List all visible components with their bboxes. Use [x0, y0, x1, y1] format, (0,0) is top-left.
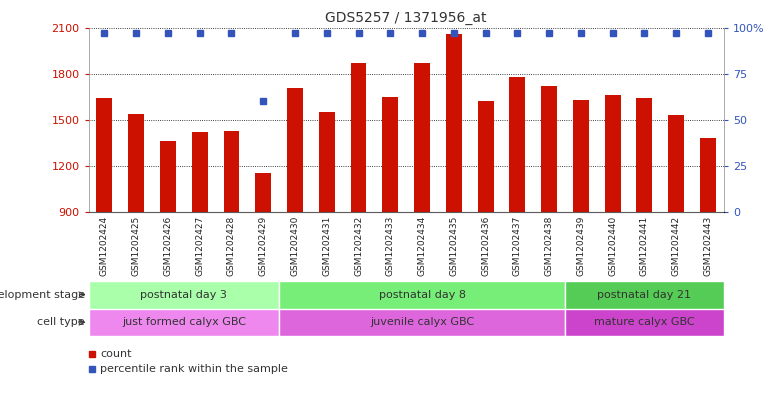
Bar	[89, 309, 279, 336]
Bar	[565, 309, 724, 336]
Text: GSM1202440: GSM1202440	[608, 216, 617, 276]
Text: GSM1202425: GSM1202425	[132, 216, 141, 276]
Bar	[350, 63, 367, 212]
Text: GSM1202435: GSM1202435	[450, 216, 458, 276]
Bar	[414, 63, 430, 212]
Text: GSM1202439: GSM1202439	[577, 216, 585, 276]
Bar	[319, 112, 335, 212]
Text: mature calyx GBC: mature calyx GBC	[594, 317, 695, 327]
Text: GSM1202429: GSM1202429	[259, 216, 268, 276]
Title: GDS5257 / 1371956_at: GDS5257 / 1371956_at	[326, 11, 487, 25]
Bar	[446, 34, 462, 212]
Text: GSM1202431: GSM1202431	[323, 216, 331, 276]
Bar	[668, 115, 684, 212]
Text: postnatal day 21: postnatal day 21	[598, 290, 691, 300]
Bar	[279, 309, 565, 336]
Text: GSM1202442: GSM1202442	[671, 216, 681, 276]
Text: GSM1202432: GSM1202432	[354, 216, 363, 276]
Bar	[565, 281, 724, 309]
Text: cell type: cell type	[37, 317, 85, 327]
Bar	[573, 100, 589, 212]
Text: percentile rank within the sample: percentile rank within the sample	[100, 364, 288, 375]
Bar	[192, 132, 208, 212]
Text: GSM1202433: GSM1202433	[386, 216, 395, 276]
Bar	[510, 77, 525, 212]
Text: GSM1202443: GSM1202443	[704, 216, 712, 276]
Text: GSM1202441: GSM1202441	[640, 216, 649, 276]
Text: GSM1202426: GSM1202426	[163, 216, 172, 276]
Bar	[160, 141, 176, 212]
Text: postnatal day 3: postnatal day 3	[140, 290, 227, 300]
Text: GSM1202428: GSM1202428	[227, 216, 236, 276]
Bar	[256, 173, 271, 212]
Bar	[700, 138, 716, 212]
Bar	[223, 130, 239, 212]
Text: GSM1202427: GSM1202427	[196, 216, 204, 276]
Bar	[604, 95, 621, 212]
Bar	[541, 86, 557, 212]
Text: GSM1202434: GSM1202434	[417, 216, 427, 276]
Bar	[279, 281, 565, 309]
Bar	[287, 88, 303, 212]
Text: count: count	[100, 349, 132, 359]
Text: development stage: development stage	[0, 290, 85, 300]
Text: juvenile calyx GBC: juvenile calyx GBC	[370, 317, 474, 327]
Bar	[477, 101, 494, 212]
Bar	[89, 281, 279, 309]
Text: GSM1202430: GSM1202430	[290, 216, 300, 276]
Text: GSM1202438: GSM1202438	[544, 216, 554, 276]
Bar	[383, 97, 398, 212]
Text: GSM1202437: GSM1202437	[513, 216, 522, 276]
Text: just formed calyx GBC: just formed calyx GBC	[122, 317, 246, 327]
Bar	[96, 98, 112, 212]
Bar	[637, 98, 652, 212]
Text: postnatal day 8: postnatal day 8	[379, 290, 466, 300]
Bar	[129, 114, 144, 212]
Text: GSM1202424: GSM1202424	[100, 216, 109, 276]
Text: GSM1202436: GSM1202436	[481, 216, 490, 276]
